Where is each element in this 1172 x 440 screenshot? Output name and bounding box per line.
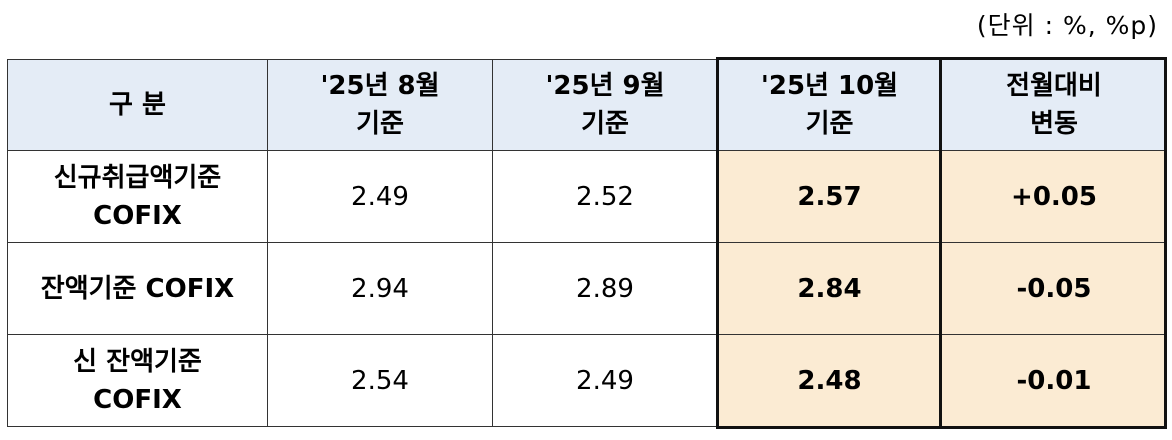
cell-aug: 2.54 [267,334,493,427]
row-label: 잔액기준 COFIX [7,242,268,335]
header-oct: '25년 10월 기준 [717,59,942,151]
unit-note: (단위 : %, %p) [976,11,1158,40]
header-aug: '25년 8월 기준 [267,59,493,151]
cofix-table: 구 분 '25년 8월 기준 '25년 9월 기준 '25년 10월 기준 전월… [7,59,1167,427]
row-label: 신 잔액기준 COFIX [7,334,268,427]
cell-change: -0.05 [941,242,1167,335]
cell-aug: 2.49 [267,150,493,243]
cell-change: -0.01 [941,334,1167,427]
header-sep: '25년 9월 기준 [492,59,718,151]
cell-sep: 2.49 [492,334,718,427]
cell-oct: 2.48 [717,334,942,427]
cell-oct: 2.84 [717,242,942,335]
header-category: 구 분 [7,59,268,151]
cell-change: +0.05 [941,150,1167,243]
cell-sep: 2.52 [492,150,718,243]
table-row: 신규취급액기준 COFIX 2.49 2.52 2.57 +0.05 [7,150,1167,243]
header-row: 구 분 '25년 8월 기준 '25년 9월 기준 '25년 10월 기준 전월… [7,59,1167,151]
table-row: 신 잔액기준 COFIX 2.54 2.49 2.48 -0.01 [7,334,1167,427]
header-change: 전월대비 변동 [941,59,1167,151]
cell-oct: 2.57 [717,150,942,243]
table-row: 잔액기준 COFIX 2.94 2.89 2.84 -0.05 [7,242,1167,335]
row-label: 신규취급액기준 COFIX [7,150,268,243]
cell-sep: 2.89 [492,242,718,335]
cell-aug: 2.94 [267,242,493,335]
